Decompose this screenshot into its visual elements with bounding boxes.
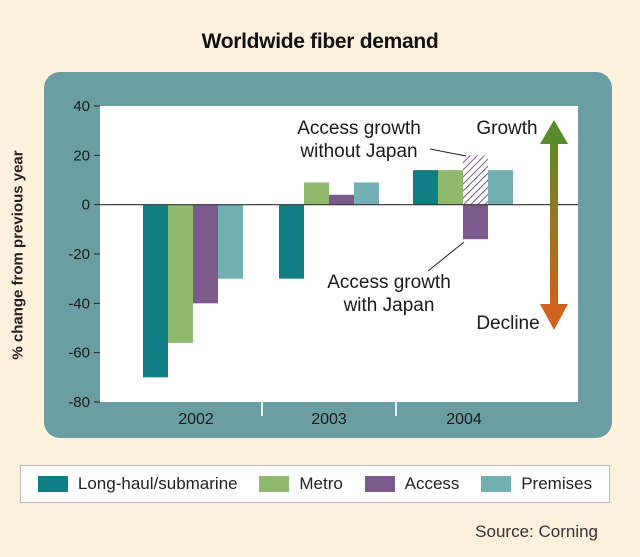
source-note: Source: Corning (475, 522, 598, 541)
bar-long-haul-submarine-2003 (279, 204, 304, 279)
chart-title: Worldwide fiber demand (201, 30, 439, 53)
legend-swatch (259, 476, 290, 492)
bar-access-2004 (463, 204, 488, 240)
legend-swatch (364, 476, 395, 492)
y-tick-label: -40 (68, 295, 90, 312)
legend-item-premises: Premises (481, 474, 592, 494)
legend-label: Long-haul/submarine (77, 474, 238, 493)
y-tick-label: -80 (68, 394, 90, 411)
bar-metro-2003 (304, 182, 329, 205)
annotation-decline: Decline (476, 313, 539, 334)
leader-without-japan (429, 148, 467, 157)
arrow-up-head (540, 120, 568, 144)
bar-access-2003 (329, 194, 354, 205)
bar-metro-2004 (438, 170, 463, 205)
legend-item-metro: Metro (259, 474, 343, 494)
bar-long-haul-submarine-2004 (413, 170, 438, 205)
legend-item-access: Access (364, 474, 460, 494)
y-tick-label: 20 (73, 147, 90, 164)
growth-decline-arrow-shaft (550, 136, 558, 306)
y-tick-label: 40 (73, 98, 90, 115)
legend-swatch (481, 476, 512, 492)
legend-label: Access (404, 474, 460, 493)
chart-panel: 40 20 0 -20 -40 -60 -80 2002 2003 2004 Access gro… (44, 72, 612, 438)
x-tick-label: 2004 (446, 411, 482, 428)
bar-long-haul-submarine-2002 (143, 204, 168, 378)
bar-premises-2003 (354, 182, 379, 205)
chart-plot: 40 20 0 -20 -40 -60 -80 2002 2003 2004 Access gro… (68, 98, 578, 428)
bar-premises-2004 (488, 170, 513, 205)
x-tick-label: 2003 (311, 411, 347, 428)
y-tick-label: 0 (82, 197, 90, 214)
bar-metro-2002 (168, 204, 193, 343)
legend: Long-haul/submarine Metro Access Premise… (20, 465, 610, 503)
annotation-without-japan-line1: Access growth (297, 118, 421, 139)
bar-premises-2002 (218, 204, 243, 279)
legend-swatch (37, 476, 68, 492)
y-axis-label: % change from previous year (9, 150, 27, 360)
legend-label: Premises (521, 474, 593, 493)
bar-access-2002 (193, 204, 218, 304)
annotation-without-japan-line2: without Japan (299, 141, 417, 162)
annotation-growth: Growth (476, 118, 537, 139)
leader-with-japan (427, 241, 465, 272)
legend-item-long-haul: Long-haul/submarine (37, 474, 238, 494)
legend-label: Metro (299, 474, 343, 493)
arrow-down-head (540, 304, 568, 330)
annotation-with-japan-line1: Access growth (327, 272, 451, 293)
y-tick-label: -60 (68, 345, 90, 362)
x-tick-label: 2002 (178, 411, 214, 428)
annotation-with-japan-line2: with Japan (343, 295, 435, 316)
bar-access-without-japan-2004 (463, 155, 488, 205)
y-tick-label: -20 (68, 246, 90, 263)
